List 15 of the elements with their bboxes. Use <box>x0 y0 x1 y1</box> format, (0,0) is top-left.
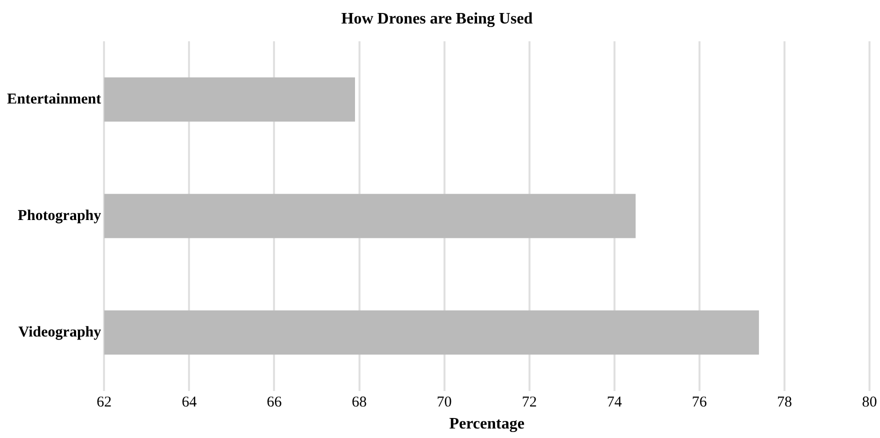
y-tick-label: Videography <box>18 324 102 340</box>
x-tick-label: 74 <box>606 394 622 411</box>
x-tick-label: 64 <box>182 394 198 411</box>
x-tick-label: 68 <box>352 394 367 411</box>
chart-title: How Drones are Being Used <box>341 10 533 28</box>
x-tick-label: 66 <box>266 394 282 411</box>
y-tick-label: Entertainment <box>6 91 102 108</box>
x-tick-label: 78 <box>776 394 792 411</box>
x-tick-label: 72 <box>522 394 537 411</box>
x-tick-label: 62 <box>96 394 112 411</box>
x-tick-label: 80 <box>862 394 877 411</box>
x-tick-label: 76 <box>692 394 708 411</box>
x-axis-title: Percentage <box>449 416 524 433</box>
y-tick-label: Photography <box>18 208 102 224</box>
x-tick-label: 70 <box>436 394 452 411</box>
